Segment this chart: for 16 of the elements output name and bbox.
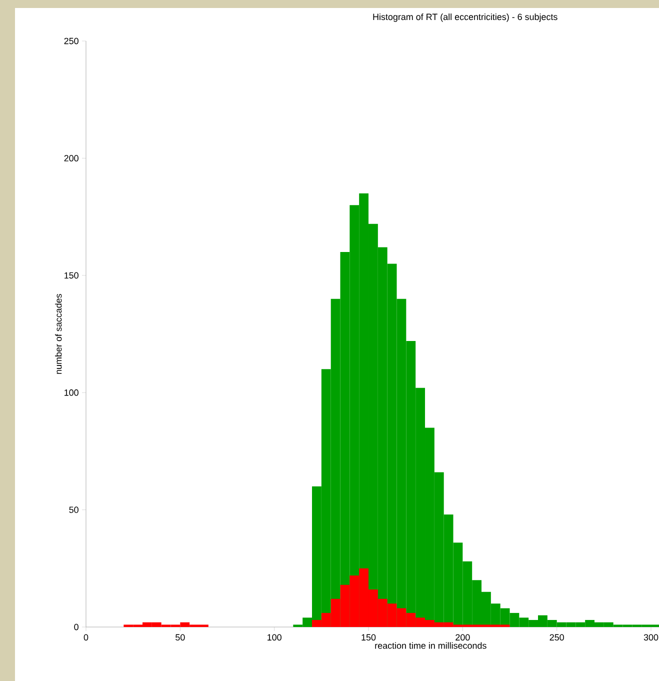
x-axis-title: reaction time in milliseconds bbox=[375, 642, 486, 649]
x-tick-label: 300 bbox=[644, 634, 658, 641]
x-tick-label: 250 bbox=[550, 634, 564, 641]
x-tick-label: 150 bbox=[362, 634, 376, 641]
y-tick-label: 50 bbox=[69, 506, 78, 513]
chart-title: Histogram of RT (all eccentricities) - 6 subjects bbox=[373, 13, 558, 22]
y-tick-label: 100 bbox=[64, 389, 78, 396]
x-tick-label: 50 bbox=[176, 634, 185, 641]
y-axis-title: number of saccades bbox=[55, 294, 62, 374]
x-tick-label: 0 bbox=[84, 634, 88, 641]
y-tick-label: 250 bbox=[64, 38, 78, 44]
y-tick-label: 200 bbox=[64, 155, 78, 162]
y-tick-label: 150 bbox=[64, 272, 78, 279]
y-tick-label: 0 bbox=[74, 624, 78, 630]
x-tick-label: 100 bbox=[268, 634, 282, 641]
x-tick-label: 200 bbox=[456, 634, 470, 641]
